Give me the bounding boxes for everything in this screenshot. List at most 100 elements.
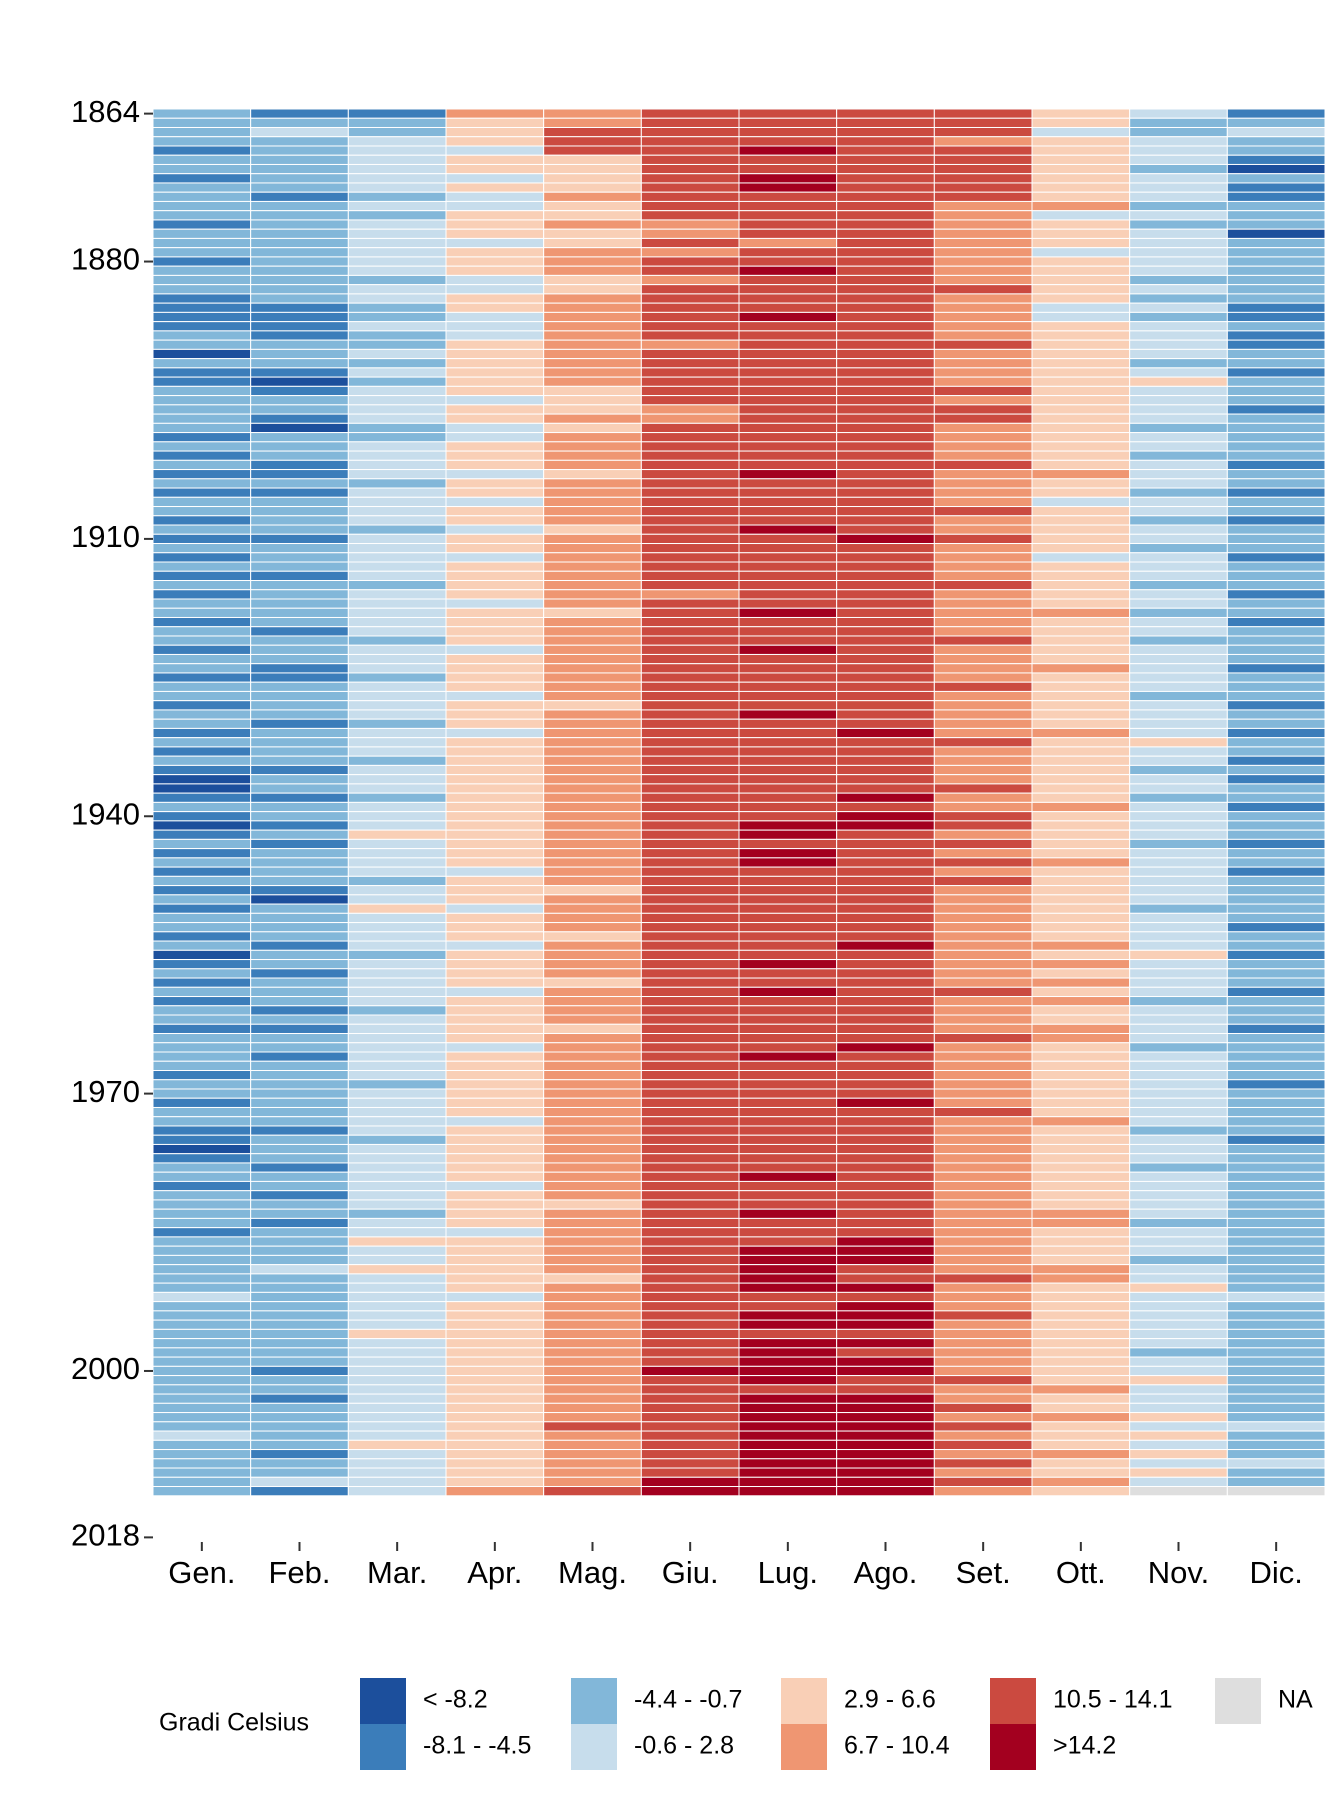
cell <box>738 302 838 313</box>
cell <box>445 1375 545 1386</box>
cell <box>1129 635 1228 646</box>
cell <box>445 200 545 212</box>
cell <box>836 1153 935 1164</box>
cell <box>1129 801 1228 813</box>
cell <box>347 552 447 563</box>
cell <box>1226 644 1326 655</box>
cell <box>250 1347 349 1358</box>
cell <box>836 996 935 1007</box>
cell <box>1129 1042 1228 1053</box>
cell <box>933 1236 1033 1247</box>
cell <box>640 1421 740 1432</box>
cell <box>347 857 447 868</box>
cell <box>640 1116 740 1127</box>
cell <box>347 1227 447 1238</box>
cell <box>933 801 1033 813</box>
cell <box>836 949 935 961</box>
cell <box>543 848 642 859</box>
cell <box>1226 1384 1326 1395</box>
cell <box>543 1153 642 1164</box>
cell <box>1129 1051 1228 1062</box>
cell <box>1226 1430 1326 1441</box>
cell <box>543 690 642 702</box>
cell <box>347 1106 447 1118</box>
cell <box>1031 1106 1131 1118</box>
cell <box>1129 894 1228 905</box>
cell <box>445 1365 545 1377</box>
cell <box>1031 903 1131 914</box>
cell <box>543 1347 642 1358</box>
cell <box>347 1458 447 1469</box>
cell <box>347 561 447 572</box>
cell <box>152 820 252 831</box>
cell <box>152 1264 252 1275</box>
cell <box>640 1199 740 1210</box>
cell <box>543 1060 642 1071</box>
cell <box>738 385 838 397</box>
cell <box>152 598 252 609</box>
cell <box>738 783 838 794</box>
x-tick-label: Feb. <box>268 1555 330 1590</box>
cell <box>152 866 252 877</box>
cell <box>738 1014 838 1025</box>
cell <box>738 700 838 711</box>
cell <box>347 219 447 230</box>
cell <box>738 126 838 138</box>
cell <box>1226 829 1326 840</box>
cell <box>836 1458 935 1469</box>
cell <box>152 1467 252 1478</box>
cell <box>347 154 447 165</box>
cell <box>347 1171 447 1182</box>
cell <box>1226 894 1326 905</box>
cell <box>836 1439 935 1451</box>
cell <box>1226 663 1326 674</box>
cell <box>836 404 935 415</box>
cell <box>1129 1439 1228 1451</box>
cell <box>347 959 447 970</box>
cell <box>640 1273 740 1284</box>
cell <box>1129 247 1228 258</box>
cell <box>640 1467 740 1478</box>
cell <box>1129 626 1228 637</box>
cell <box>152 552 252 563</box>
cell <box>738 533 838 545</box>
cell <box>1129 1227 1228 1238</box>
cell <box>640 820 740 831</box>
cell <box>543 1264 642 1275</box>
cell <box>152 348 252 360</box>
cell <box>933 1402 1033 1414</box>
cell <box>1226 145 1326 156</box>
cell <box>250 395 349 406</box>
cell <box>543 986 642 998</box>
cell <box>152 700 252 711</box>
legend-label: 6.7 - 10.4 <box>844 1732 950 1760</box>
cell <box>152 746 252 757</box>
cell <box>1226 838 1326 850</box>
cell <box>1031 422 1131 434</box>
cell <box>640 561 740 572</box>
cell <box>933 1162 1033 1173</box>
cell <box>836 931 935 942</box>
cell <box>1129 746 1228 757</box>
cell <box>543 469 642 480</box>
cell <box>1129 644 1228 655</box>
cell <box>152 1245 252 1256</box>
cell <box>1226 274 1326 286</box>
cell <box>836 284 935 295</box>
cell <box>152 755 252 766</box>
cell <box>1129 385 1228 397</box>
cell <box>640 1347 740 1358</box>
cell <box>933 385 1033 397</box>
cell <box>836 940 935 951</box>
cell <box>152 1319 252 1330</box>
cell <box>836 191 935 202</box>
cell <box>445 607 545 618</box>
cell <box>738 570 838 582</box>
cell <box>1129 1328 1228 1340</box>
cell <box>933 1421 1033 1432</box>
cell <box>738 237 838 249</box>
cell <box>347 459 447 471</box>
cell <box>836 1384 935 1395</box>
cell <box>640 284 740 295</box>
cell <box>1031 1384 1131 1395</box>
